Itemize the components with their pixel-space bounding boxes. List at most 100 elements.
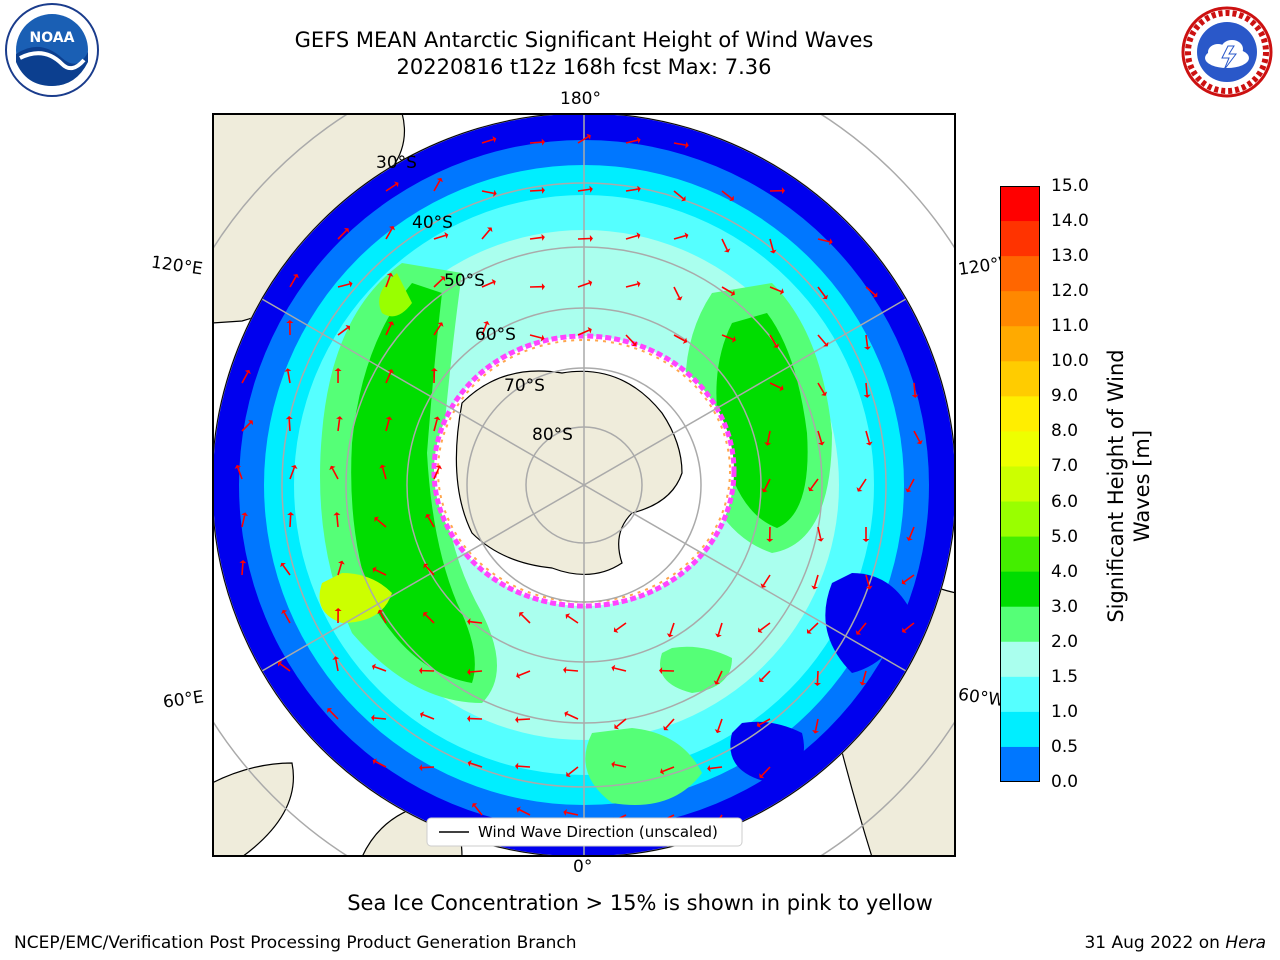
wave-arrow-head — [515, 716, 519, 724]
wave-arrow — [721, 286, 733, 294]
wave-arrow-head — [766, 538, 774, 542]
wave-arrow-head — [666, 633, 674, 638]
wave-arrow — [709, 766, 723, 770]
wave-arrow — [673, 142, 686, 146]
wave-arrow-head — [241, 512, 249, 517]
wave-arrow-head — [348, 280, 353, 288]
wave-arrow-head — [286, 320, 294, 324]
wave-arrow — [615, 622, 627, 631]
wave-arrow — [425, 565, 435, 576]
wave-arrow-head — [812, 730, 819, 734]
wave-arrow-head — [565, 613, 571, 620]
wave-arrow — [337, 327, 349, 336]
colorbar-band — [1000, 536, 1040, 573]
colorbar-tick-label: 3.0 — [1051, 596, 1079, 617]
colorbar-band — [1000, 396, 1040, 432]
wave-arrow-head — [659, 667, 663, 675]
wave-arrow-head — [516, 806, 521, 813]
wave-arrow — [769, 334, 777, 346]
wave-arrow-head — [563, 666, 567, 674]
wave-arrow — [662, 766, 675, 773]
wave-arrow-head — [865, 441, 873, 446]
legend-label: Wind Wave Direction (unscaled) — [478, 823, 718, 841]
wave-arrow — [289, 514, 292, 528]
lat-label-80s: 80°S — [532, 425, 573, 445]
wave-arrow-head — [902, 627, 907, 634]
wave-arrow-head — [566, 771, 571, 778]
wave-arrow — [385, 183, 397, 192]
wave-arrow-head — [471, 803, 478, 808]
wave-arrow-head — [444, 232, 449, 239]
wave-arrow-head — [277, 661, 283, 667]
wave-arrow — [669, 622, 675, 635]
wave-arrow — [529, 141, 543, 144]
wave-arrow — [865, 334, 869, 348]
wave-arrow-head — [433, 416, 441, 421]
wave-arrow — [287, 371, 291, 384]
wave-arrow — [566, 713, 579, 720]
colorbar-tick-label: 12.0 — [1051, 281, 1089, 302]
wave-arrow — [907, 478, 915, 490]
wave-arrow-head — [587, 327, 592, 334]
wave-arrow — [470, 762, 483, 768]
wave-arrow-head — [636, 232, 641, 239]
colorbar-tick-label: 2.0 — [1051, 631, 1079, 652]
colorbar-tick-label: 4.0 — [1051, 561, 1079, 582]
wave-arrow-head — [636, 136, 641, 144]
wave-arrow-head — [332, 656, 340, 660]
wave-arrow-head — [781, 187, 785, 195]
wave-arrow — [424, 613, 435, 624]
wave-arrow — [289, 467, 295, 480]
wave-arrow — [373, 717, 387, 720]
wave-arrow — [577, 282, 590, 288]
wave-arrow — [813, 574, 819, 587]
wave-arrow-head — [588, 279, 593, 287]
wave-arrow — [433, 467, 440, 480]
wave-arrow-head — [435, 465, 443, 470]
wave-arrow — [766, 430, 771, 443]
wave-arrow-head — [541, 138, 545, 146]
wave-arrow-head — [280, 562, 286, 568]
wave-arrow-head — [823, 341, 829, 347]
wave-arrow-head — [779, 288, 784, 295]
wave-arrow — [625, 188, 638, 192]
wave-arrow-head — [611, 761, 615, 768]
wave-arrow-head — [377, 609, 384, 615]
wave-arrow — [241, 372, 249, 384]
footer-date: 31 Aug 2022 on Hera — [1084, 933, 1266, 953]
colorbar-band — [1000, 466, 1040, 503]
wave-arrow — [336, 514, 339, 528]
wave-arrow — [769, 382, 782, 389]
wave-arrow-head — [757, 627, 763, 633]
colorbar-tick-label: 15.0 — [1051, 176, 1089, 196]
wave-arrow — [529, 189, 543, 192]
wave-arrow-head — [856, 487, 863, 492]
wave-arrow — [625, 139, 638, 144]
wave-arrow-head — [813, 682, 821, 686]
wave-arrow-head — [483, 321, 490, 326]
wave-arrow-head — [333, 512, 341, 516]
wave-arrow — [385, 228, 393, 240]
wave-arrow-head — [387, 321, 395, 326]
lon-label-120e: 120°E — [149, 252, 204, 280]
wave-arrow — [759, 718, 771, 726]
wave-arrow-head — [437, 322, 444, 327]
wave-arrow-head — [540, 334, 545, 342]
wave-arrow — [422, 713, 435, 720]
lat-label-70s: 70°S — [504, 376, 545, 396]
wave-arrow — [762, 574, 771, 586]
wave-arrow — [379, 612, 387, 624]
colorbar-band — [1000, 256, 1040, 292]
wave-arrow-head — [425, 513, 432, 519]
wave-arrow-head — [372, 758, 377, 765]
colorbar-band — [1000, 326, 1040, 362]
wave-arrow-head — [564, 710, 569, 718]
wave-arrow-head — [707, 764, 711, 772]
wave-arrow — [717, 718, 723, 731]
wave-arrow-head — [684, 232, 689, 240]
wave-arrow — [288, 418, 291, 432]
wave-arrow — [427, 516, 435, 528]
colorbar-tick-label: 8.0 — [1051, 421, 1079, 442]
wave-arrow-head — [818, 441, 825, 446]
lat-label-30s: 30°S — [376, 153, 417, 173]
